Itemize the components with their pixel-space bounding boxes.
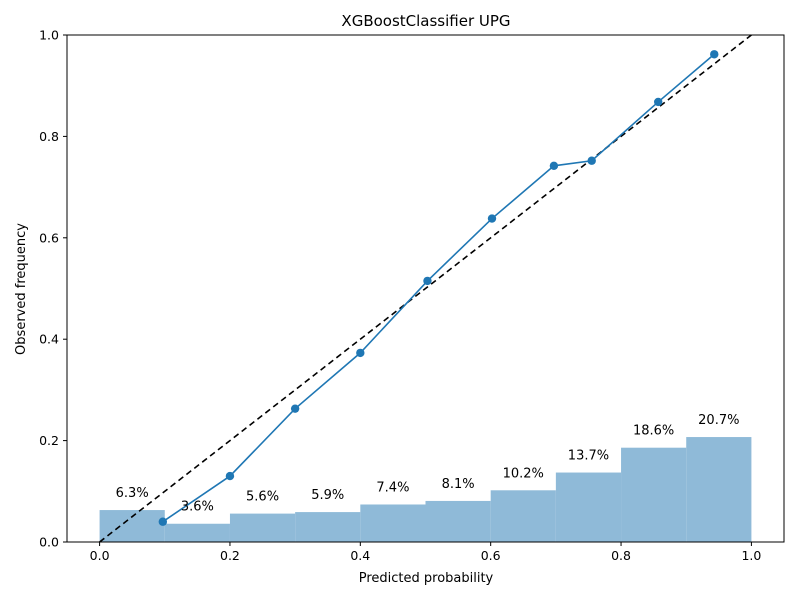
calibration-point (653, 97, 663, 107)
histogram-bar (555, 472, 622, 542)
y-tick-label: 0.8 (39, 129, 59, 144)
histogram-bar-label: 18.6% (633, 424, 674, 439)
x-axis-label: Predicted probability (359, 571, 494, 586)
y-axis-label: Observed frequency (14, 223, 29, 355)
calibration-point (487, 214, 497, 223)
calibration-point (549, 161, 559, 171)
calibration-point (423, 276, 432, 286)
histogram-bar (490, 490, 556, 542)
y-axis-ticks: 0.0 0.2 0.4 0.6 0.8 1.0 (39, 28, 67, 550)
calibration-curve-line (162, 53, 715, 523)
calibration-point (587, 156, 596, 165)
histogram-bar (425, 500, 491, 542)
histogram-bar-label: 20.7% (698, 413, 739, 428)
y-tick-label: 0.2 (39, 433, 59, 448)
y-tick-label: 0.6 (39, 230, 59, 245)
calibration-point (710, 50, 719, 59)
x-tick-label: 1.0 (741, 548, 761, 563)
x-tick-label: 0.0 (90, 548, 110, 563)
x-axis-ticks: 0.0 0.2 0.4 0.6 0.8 1.0 (90, 542, 761, 563)
calibration-curve-layer (158, 50, 719, 526)
histogram-bar-label: 10.2% (503, 466, 544, 481)
calibration-point (290, 404, 300, 413)
y-tick-label: 0.0 (39, 535, 59, 550)
histogram-bar (360, 504, 426, 542)
histogram-bar-label: 7.4% (376, 480, 409, 495)
histogram-bar (164, 523, 230, 542)
reference-line-layer (99, 34, 752, 543)
chart-title: XGBoostClassifier UPG (341, 12, 510, 30)
histogram-bar (686, 437, 752, 542)
y-tick-label: 1.0 (39, 28, 59, 43)
histogram-bar-label: 5.6% (246, 490, 279, 505)
calibration-point (356, 348, 365, 358)
y-tick-label: 0.4 (39, 332, 59, 347)
histogram (99, 437, 752, 542)
calibration-point (158, 517, 168, 526)
histogram-bar-label: 5.9% (311, 488, 344, 503)
histogram-bar (295, 512, 361, 542)
histogram-labels: 6.3% 3.6% 5.6% 5.9% 7.4% 8.1% 10.2% 13.7% 18.6% 2… (116, 413, 740, 515)
x-tick-label: 0.8 (611, 548, 631, 563)
perfect-calibration-line (99, 34, 752, 543)
histogram-bar (229, 513, 296, 542)
x-tick-label: 0.6 (481, 548, 501, 563)
histogram-bar-label: 3.6% (181, 500, 214, 515)
histogram-bar-label: 6.3% (116, 486, 149, 501)
histogram-bar-label: 13.7% (568, 449, 609, 464)
x-tick-label: 0.4 (350, 548, 370, 563)
histogram-bar (621, 447, 687, 542)
x-tick-label: 0.2 (220, 548, 240, 563)
calibration-point (225, 471, 235, 481)
plot-area-frame (66, 34, 785, 543)
histogram-bar-label: 8.1% (442, 477, 475, 492)
histogram-bar (99, 510, 165, 542)
